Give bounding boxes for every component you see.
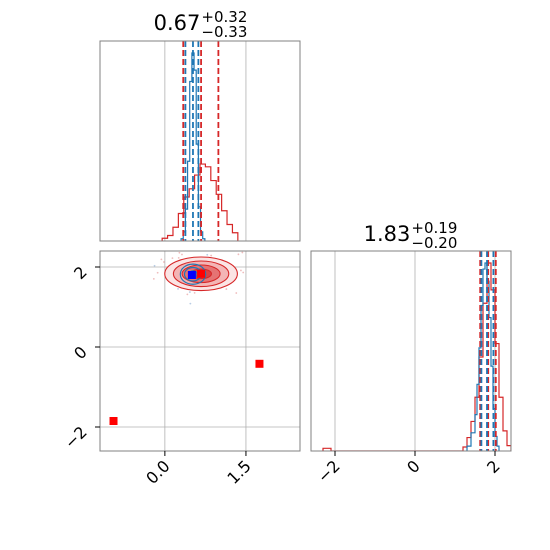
y-tick-label-0: −2 <box>61 422 91 452</box>
y-tick-label-2: 2 <box>70 262 91 283</box>
y-tick-label-1: 0 <box>70 342 91 363</box>
red-sample-point <box>241 251 244 254</box>
x-tick-label-2: 2 <box>483 456 504 477</box>
blue-sample-point <box>188 291 191 293</box>
marginal-param2-ticks: −2 0 2 <box>314 451 504 487</box>
param2-red-histogram <box>322 262 511 451</box>
param1-title-value: 0.67 <box>154 11 201 35</box>
param1-red-histogram <box>161 163 239 241</box>
x-tick-label-1: 1.5 <box>223 456 254 487</box>
blue-sample-point <box>189 302 192 305</box>
red-sample-point <box>237 253 240 256</box>
red-sample-point <box>160 258 163 261</box>
red-sample-point <box>156 271 159 274</box>
red-sample-point <box>152 277 155 280</box>
red-sample-point <box>171 257 174 260</box>
param1-title-minus: −0.33 <box>201 23 247 41</box>
blue-sample-point <box>206 253 209 256</box>
joint-marker-1 <box>197 269 206 278</box>
marginal-param1-panel: 0.67 +0.32 −0.33 <box>99 8 301 242</box>
marginal-param1-plot <box>161 41 239 241</box>
red-sample-point <box>225 288 228 290</box>
x-tick-label-0: 0.0 <box>142 456 173 487</box>
blue-sample-point <box>153 264 156 267</box>
red-sample-point <box>181 253 183 256</box>
red-sample-point <box>242 271 245 274</box>
red-sample-point <box>235 292 238 294</box>
marginal-param2-frame <box>310 250 512 452</box>
joint-plot <box>109 251 264 425</box>
param2-title-minus: −0.20 <box>411 234 457 252</box>
joint-marker-3 <box>109 417 118 425</box>
marginal-param1-frame <box>99 40 301 242</box>
red-sample-point <box>162 261 165 263</box>
joint-marker-0 <box>187 271 196 279</box>
red-sample-point <box>177 256 180 259</box>
param2-title-plus: +0.19 <box>411 219 457 237</box>
x-tick-label-1: 0 <box>403 456 424 477</box>
blue-contour-level-0 <box>179 263 207 285</box>
marginal-param2-plot <box>322 251 511 451</box>
marginal-param2-panel: −2 0 2 1.83 +0.19 −0.20 <box>310 219 512 487</box>
param1-title-plus: +0.32 <box>201 8 247 26</box>
param2-title-value: 1.83 <box>364 222 411 246</box>
joint-marker-2 <box>255 359 264 368</box>
marginal-param1-title: 0.67 <box>154 11 201 35</box>
joint-panel: 0.0 1.5 −2 0 2 <box>61 250 301 488</box>
blue-sample-point <box>177 287 179 290</box>
red-sample-point <box>178 251 181 254</box>
red-sample-point <box>240 269 242 272</box>
x-tick-label-0: −2 <box>314 456 344 486</box>
red-sample-point <box>210 254 213 257</box>
marginal-param1-grid <box>164 41 247 241</box>
marginal-param2-title: 1.83 <box>364 222 411 246</box>
red-sample-point <box>193 291 196 294</box>
red-sample-point <box>186 293 189 296</box>
joint-frame <box>99 250 301 452</box>
